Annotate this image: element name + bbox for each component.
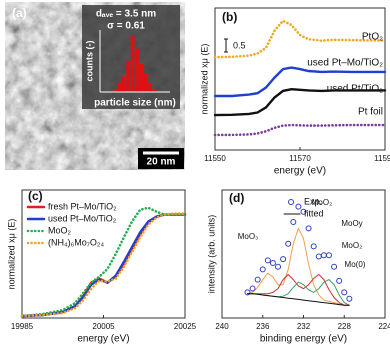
fit-component (247, 278, 350, 306)
hist-bar (113, 88, 117, 92)
x-tick-label: 240 (215, 322, 229, 331)
plot-frame (214, 7, 386, 151)
legend-label: used Pt–Mo/TiO₂ (48, 213, 117, 223)
series-line (213, 66, 387, 98)
x-tick-label: 11590 (374, 154, 390, 163)
fit-component (247, 273, 350, 306)
x-tick-label: 11550 (204, 154, 226, 163)
x-tick-label: 232 (297, 322, 311, 331)
data-point (336, 277, 343, 284)
x-axis-label: energy (eV) (274, 166, 326, 177)
series-label: Pt foil (358, 107, 383, 118)
hist-bar (148, 82, 152, 92)
data-point (320, 252, 327, 259)
series-label: used Pt/TiO₂ (327, 84, 383, 95)
x-tick-label: 20005 (92, 322, 115, 331)
x-tick-label: 19985 (11, 322, 34, 331)
annotation: dₐᵥₑ = 3.5 nm (96, 9, 156, 20)
series-line (213, 87, 387, 117)
fit-component (247, 227, 350, 306)
data-point (280, 256, 287, 263)
panel-label: (c) (28, 189, 43, 203)
hist-bar (130, 36, 135, 92)
x-tick-label: 228 (338, 322, 352, 331)
data-point (295, 203, 302, 210)
peak-annotation: MoO₃ (238, 232, 259, 241)
data-point (275, 263, 282, 270)
data-point (264, 257, 271, 264)
legend-label: Exp. (304, 196, 322, 206)
x-tick-label: 11570 (289, 154, 311, 163)
y-axis-label: normalized xμ (E) (6, 219, 16, 290)
x-tick-label: 224 (378, 322, 390, 331)
legend-label: fitted (304, 208, 324, 218)
data-point (254, 276, 261, 283)
data-point (325, 252, 332, 259)
data-point (300, 208, 307, 215)
data-point (341, 289, 348, 296)
panel-label: (d) (229, 191, 244, 205)
series-label: used Pt–Mo/TiO₂ (307, 58, 383, 69)
hist-bar (139, 64, 144, 92)
y-axis-label: intensity (arb. units) (206, 215, 216, 294)
peak-annotation: MoOy (341, 219, 362, 228)
data-point (305, 225, 312, 232)
series-line (20, 213, 187, 318)
series-line (20, 213, 187, 318)
peak-annotation: Mo(0) (345, 260, 366, 269)
data-point (331, 263, 338, 270)
series-line (20, 212, 187, 318)
hist-bar (152, 88, 157, 92)
x-axis-label: energy (eV) (77, 334, 129, 345)
series-line (213, 123, 387, 137)
data-point (259, 266, 266, 273)
data-point (285, 240, 292, 247)
data-point (290, 219, 297, 225)
series-line (20, 206, 187, 318)
x-axis-label: binding energy (eV) (260, 334, 347, 345)
data-point (310, 243, 317, 250)
legend-label: fresh Pt–Mo/TiO₂ (48, 201, 117, 211)
hist-bar (121, 76, 126, 92)
hist-bar (135, 48, 139, 92)
y-axis-label: normalized xμ (E) (199, 44, 209, 115)
panel-label: (a) (12, 6, 27, 20)
panel-label: (b) (222, 10, 237, 24)
annotation: σ = 0.61 (107, 21, 145, 32)
legend-label: MoO₂ (48, 225, 72, 235)
series-line (213, 19, 387, 59)
hist-bar (126, 61, 131, 92)
peak-annotation: MoO₂ (342, 241, 362, 250)
y-axis-label: counts (-) (84, 41, 94, 82)
legend-marker (288, 199, 294, 205)
data-point (269, 259, 276, 266)
data-point (249, 285, 256, 292)
data-point (315, 253, 322, 260)
x-tick-label: 20025 (174, 322, 197, 331)
hist-bar (143, 73, 148, 92)
x-axis-label: particle size (nm) (94, 98, 176, 109)
legend-label: (NH₄)₆Mo₇O₂₄ (48, 237, 104, 247)
series-label: PtO₂ (362, 32, 383, 43)
data-point (244, 289, 251, 296)
hist-bar (117, 82, 122, 92)
scale-bar-label: 20 nm (147, 157, 176, 168)
series-line (247, 293, 350, 306)
scale-bar-label: 0.5 (233, 40, 246, 50)
data-point (346, 295, 353, 302)
x-tick-label: 236 (256, 322, 270, 331)
scale-bar (224, 38, 228, 53)
peak-annotation: MoO₂ (312, 198, 332, 207)
